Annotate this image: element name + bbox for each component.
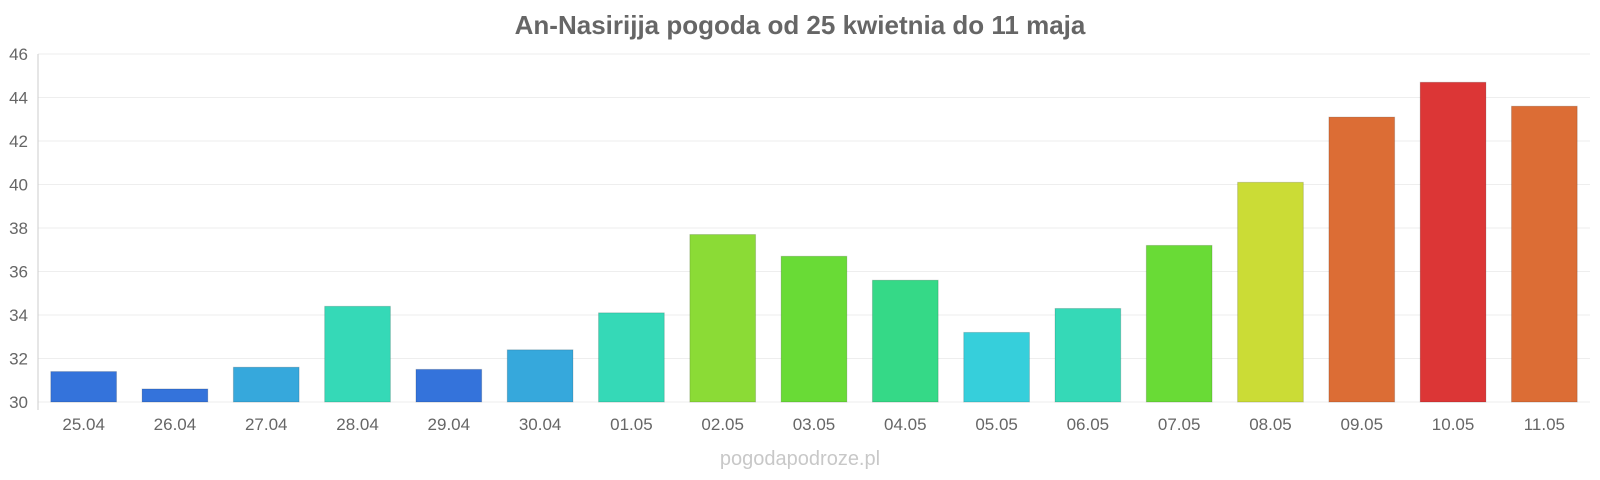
bar <box>324 305 391 403</box>
bar <box>871 279 939 403</box>
x-tick-label: 30.04 <box>519 415 562 434</box>
x-tick-label: 02.05 <box>701 415 744 434</box>
y-tick-label: 44 <box>9 89 28 108</box>
bar <box>506 349 574 403</box>
x-tick-label: 27.04 <box>245 415 288 434</box>
bar <box>141 388 209 403</box>
bar <box>598 312 665 403</box>
bar <box>232 366 300 403</box>
y-tick-label: 38 <box>9 219 28 238</box>
x-tick-label: 26.04 <box>154 415 197 434</box>
x-tick-label: 29.04 <box>428 415 471 434</box>
x-tick-label: 28.04 <box>336 415 379 434</box>
bar <box>1054 307 1122 403</box>
y-tick-label: 36 <box>9 263 28 282</box>
watermark: pogodapodroze.pl <box>719 448 881 470</box>
y-tick-label: 46 <box>9 45 28 64</box>
y-tick-label: 30 <box>9 393 28 412</box>
bar <box>1419 81 1487 403</box>
bar <box>780 255 848 403</box>
chart-title: An-Nasirijja pogoda od 25 kwietnia do 11… <box>514 10 1086 40</box>
bar <box>1145 244 1213 403</box>
x-tick-label: 03.05 <box>793 415 836 434</box>
x-tick-label: 07.05 <box>1158 415 1201 434</box>
bar <box>415 368 483 403</box>
bar <box>1328 116 1396 403</box>
bar <box>963 331 1030 403</box>
x-tick-label: 09.05 <box>1340 415 1383 434</box>
bar <box>50 371 118 403</box>
y-tick-label: 40 <box>9 176 28 195</box>
bar <box>1510 105 1578 403</box>
y-tick-label: 32 <box>9 350 28 369</box>
x-tick-label: 25.04 <box>62 415 105 434</box>
y-tick-label: 34 <box>9 306 28 325</box>
x-tick-label: 01.05 <box>610 415 653 434</box>
x-tick-label: 05.05 <box>975 415 1018 434</box>
y-axis: 30 32 34 36 38 40 42 44 46 <box>9 45 39 412</box>
x-tick-label: 06.05 <box>1067 415 1110 434</box>
x-tick-label: 08.05 <box>1249 415 1292 434</box>
x-tick-label: 11.05 <box>1524 415 1565 434</box>
bar <box>1237 181 1304 403</box>
bar <box>689 234 757 403</box>
x-tick-label: 04.05 <box>884 415 927 434</box>
x-tick-label: 10.05 <box>1432 415 1475 434</box>
x-axis: 25.04 26.04 27.04 28.04 29.04 30.04 01.05 02.05… <box>62 415 1565 434</box>
bars <box>50 81 1578 403</box>
y-tick-label: 42 <box>9 132 28 151</box>
